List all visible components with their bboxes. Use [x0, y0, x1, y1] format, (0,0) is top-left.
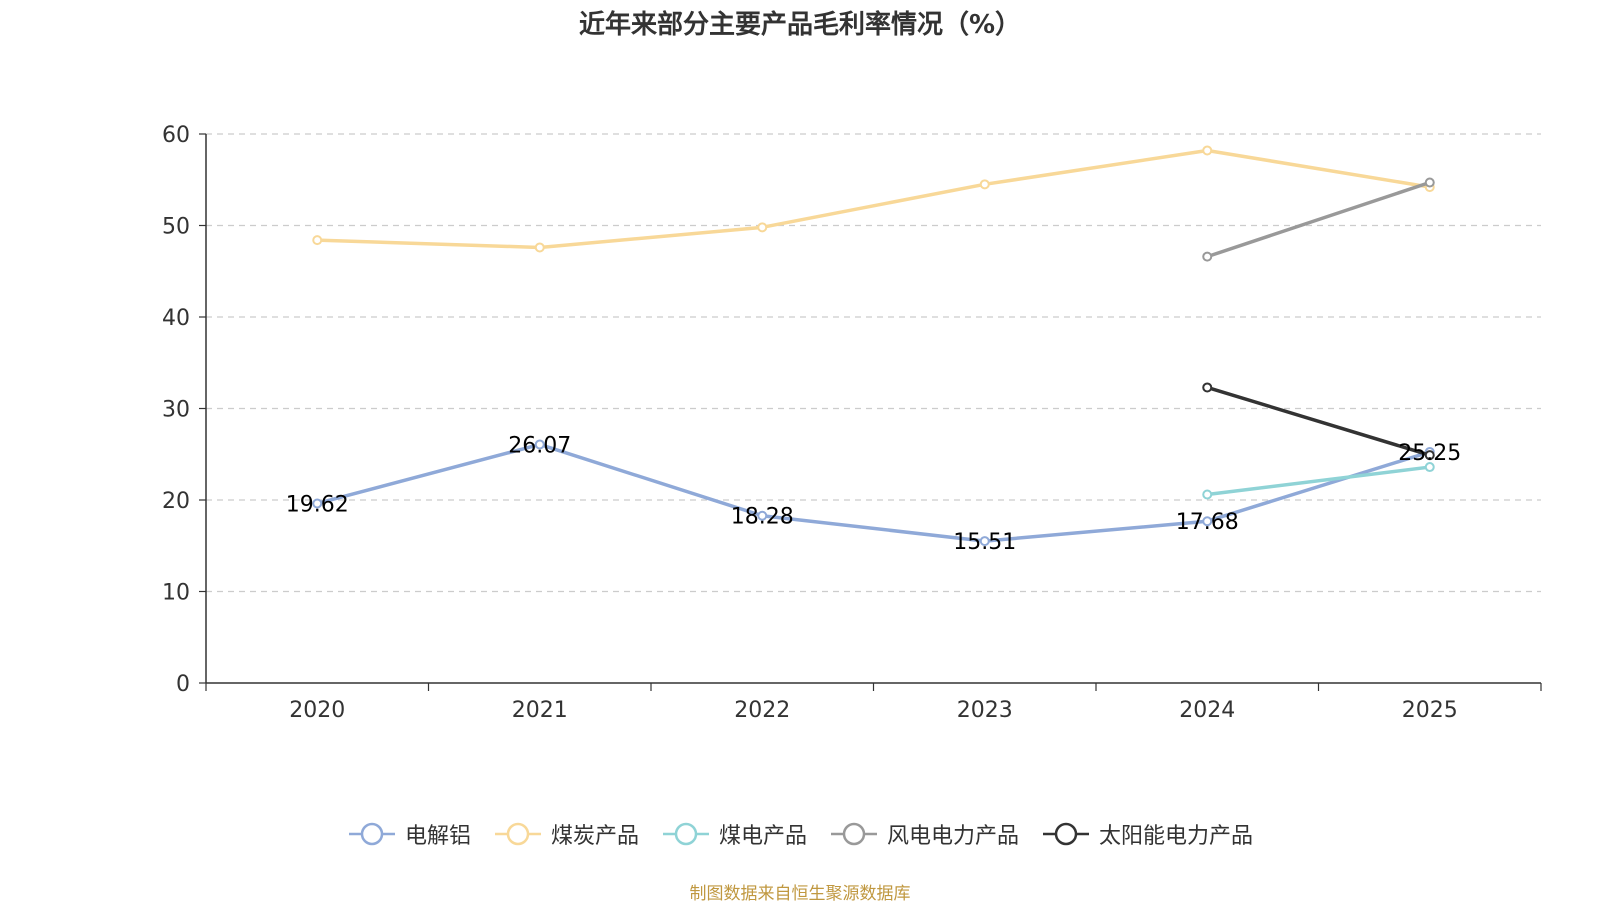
- legend-label: 风电电力产品: [887, 824, 1020, 849]
- x-tick-label: 2022: [734, 698, 790, 723]
- legend-marker-icon: [831, 822, 877, 846]
- data-label: 19.62: [286, 492, 349, 517]
- data-point: [534, 439, 545, 450]
- legend-marker-icon: [662, 822, 709, 846]
- y-tick-label: 20: [162, 489, 190, 514]
- x-tick-label: 2023: [957, 698, 1013, 723]
- data-point: [1202, 516, 1213, 527]
- chart-legend: 电解铝 煤炭产品 煤电产品 风电电力产品 太阳能电力产品: [0, 818, 1600, 850]
- legend-item[interactable]: 风电电力产品: [829, 818, 1019, 850]
- line-chart: 0 10 20 30 40 50 60 2020 2021 2022 2023 2024 2025 19.…: [162, 123, 1542, 723]
- series-line-2: [317, 148, 1431, 250]
- y-tick-label: 50: [162, 215, 190, 240]
- x-tick-label: 2020: [289, 698, 345, 723]
- data-point: [1202, 489, 1213, 500]
- legend-item[interactable]: 电解铝: [347, 818, 471, 850]
- data-point: [312, 235, 323, 246]
- y-tick-label: 30: [162, 398, 190, 423]
- series-line-4: [1206, 180, 1431, 259]
- y-tick-label: 60: [162, 123, 190, 148]
- series-line-5: [1206, 385, 1431, 457]
- data-point: [979, 179, 990, 190]
- data-point: [757, 222, 768, 233]
- legend-marker-icon: [1043, 822, 1090, 846]
- legend-marker-icon: [494, 822, 541, 846]
- data-point: [534, 242, 545, 253]
- legend-label: 太阳能电力产品: [1099, 824, 1254, 849]
- legend-item[interactable]: 煤电产品: [661, 818, 807, 850]
- legend-label: 煤炭产品: [550, 824, 639, 849]
- legend-marker-icon: [348, 822, 395, 846]
- legend-label: 电解铝: [404, 824, 471, 849]
- source-note: 制图数据来自恒生聚源数据库: [689, 884, 911, 904]
- data-point: [1424, 462, 1435, 473]
- data-point: [1202, 251, 1213, 262]
- data-point: [1424, 177, 1435, 188]
- data-label: 17.68: [1176, 510, 1239, 535]
- data-label: 25.25: [1398, 441, 1461, 466]
- y-tick-label: 0: [176, 672, 190, 697]
- legend-label: 煤电产品: [718, 824, 807, 849]
- data-label: 18.28: [731, 505, 794, 530]
- data-point: [1202, 145, 1213, 156]
- data-label: 15.51: [953, 530, 1016, 555]
- legend-item[interactable]: 煤炭产品: [493, 818, 639, 850]
- data-point: [1424, 450, 1435, 461]
- series-line-3: [1207, 465, 1430, 497]
- legend-item[interactable]: 太阳能电力产品: [1041, 818, 1253, 850]
- y-tick-label: 10: [162, 581, 190, 606]
- x-tick-label: 2021: [512, 698, 568, 723]
- data-point: [1202, 382, 1213, 393]
- data-point: [312, 498, 323, 509]
- series-line-1: [316, 442, 1431, 543]
- y-tick-label: 40: [162, 306, 190, 331]
- data-point: [757, 510, 768, 521]
- data-point: [979, 536, 990, 547]
- x-tick-label: 2025: [1402, 698, 1458, 723]
- x-tick-label: 2024: [1179, 698, 1235, 723]
- chart-title: 近年来部分主要产品毛利率情况（%）: [578, 10, 1022, 40]
- data-label: 26.07: [508, 433, 571, 458]
